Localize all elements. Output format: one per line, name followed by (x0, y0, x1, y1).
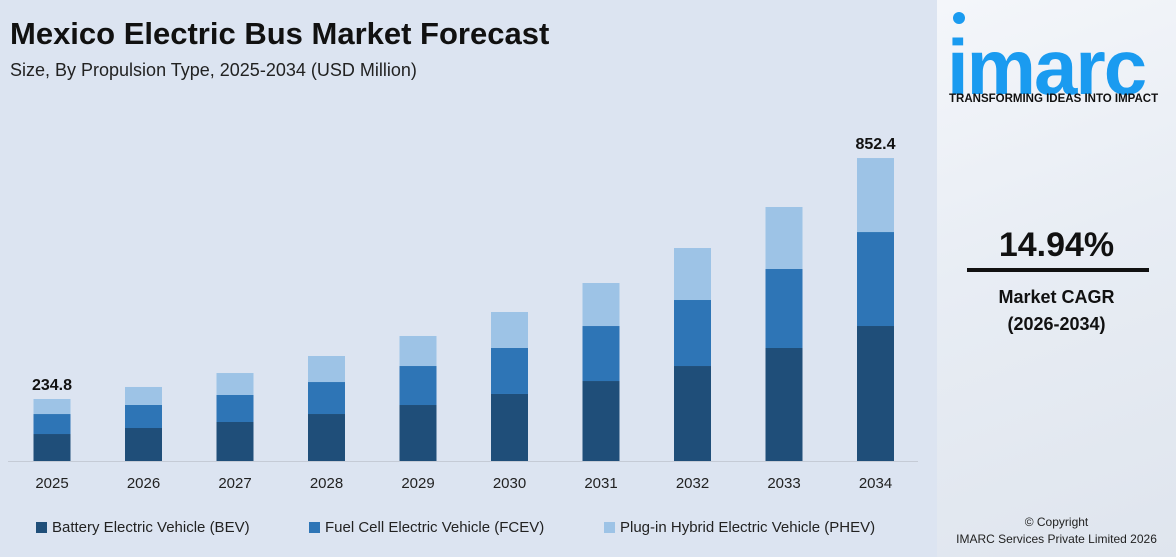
x-tick-label: 2032 (676, 475, 709, 492)
legend-item-fcev: Fuel Cell Electric Vehicle (FCEV) (309, 519, 544, 536)
bar-segment (674, 366, 711, 461)
bar-segment (399, 366, 437, 406)
tagline: TRANSFORMING IDEAS INTO IMPACT (949, 93, 1159, 105)
imarc-logo: imarc (947, 23, 1147, 111)
legend-swatch (36, 522, 47, 533)
bar-segment (765, 347, 803, 461)
cagr-period: (2026-2034) (1007, 314, 1106, 334)
x-tick-label: 2033 (767, 475, 800, 492)
x-tick-label: 2030 (493, 475, 526, 492)
chart-title: Mexico Electric Bus Market Forecast (10, 16, 550, 51)
bar-segment (308, 382, 345, 415)
bar-segment (491, 347, 528, 394)
legend-label: Fuel Cell Electric Vehicle (FCEV) (325, 519, 545, 536)
bar-segment (582, 326, 620, 382)
x-tick-label: 2025 (35, 475, 68, 492)
bar-segment (33, 414, 71, 435)
bar-segment (674, 300, 711, 367)
legend-item-bev: Battery Electric Vehicle (BEV) (36, 519, 250, 536)
copyright-line2: IMARC Services Private Limited 2026 (956, 532, 1157, 546)
legend-swatch (604, 522, 615, 533)
copyright: © Copyright IMARC Services Private Limite… (937, 514, 1176, 548)
copyright-line1: © Copyright (1024, 515, 1089, 529)
info-panel: imarc TRANSFORMING IDEAS INTO IMPACT 14.… (937, 0, 1176, 557)
bar-segment (491, 311, 528, 348)
cagr-label: Market CAGR (2026-2034) (937, 284, 1176, 338)
bar-segment (216, 373, 254, 395)
cagr-label-text: Market CAGR (998, 287, 1115, 307)
bar-segment (216, 394, 254, 423)
bar-segment (857, 232, 894, 327)
data-label: 852.4 (855, 136, 895, 153)
bar-segment (308, 414, 345, 461)
legend-label: Plug-in Hybrid Electric Vehicle (PHEV) (620, 519, 876, 536)
bar-segment (491, 393, 528, 461)
x-tick-label: 2027 (218, 475, 251, 492)
bar-segment (765, 268, 803, 348)
logo-dot-icon (953, 12, 965, 24)
data-label: 234.8 (32, 377, 72, 394)
cagr-value: 14.94% (998, 226, 1115, 264)
bar-segment (125, 386, 162, 405)
bar-segment (125, 404, 162, 429)
bar-segment (308, 356, 345, 383)
bar-chart: 2025 234.8 2026 2027 2028 2029 2030 2031 2032 203… (8, 136, 918, 492)
bar-segment (33, 399, 71, 415)
bar-segment (216, 422, 254, 461)
bar-segment (857, 326, 894, 461)
bar-segment (765, 207, 803, 269)
bar-segment (582, 283, 620, 327)
x-tick-label: 2034 (859, 475, 892, 492)
x-tick-label: 2026 (127, 475, 160, 492)
bar-segment (33, 434, 71, 461)
bar-segment (399, 335, 437, 367)
divider (967, 268, 1149, 272)
x-tick-label: 2028 (310, 475, 343, 492)
legend-label: Battery Electric Vehicle (BEV) (52, 519, 250, 536)
bar-segment (674, 248, 711, 301)
bar-segment (125, 428, 162, 461)
bar-segment (582, 381, 620, 461)
legend-item-phev: Plug-in Hybrid Electric Vehicle (PHEV) (604, 519, 875, 536)
legend-swatch (309, 522, 320, 533)
x-tick-label: 2029 (401, 475, 434, 492)
bar-segment (857, 158, 894, 233)
x-tick-label: 2031 (584, 475, 617, 492)
chart-subtitle: Size, By Propulsion Type, 2025-2034 (USD… (10, 60, 417, 80)
bar-segment (399, 405, 437, 461)
